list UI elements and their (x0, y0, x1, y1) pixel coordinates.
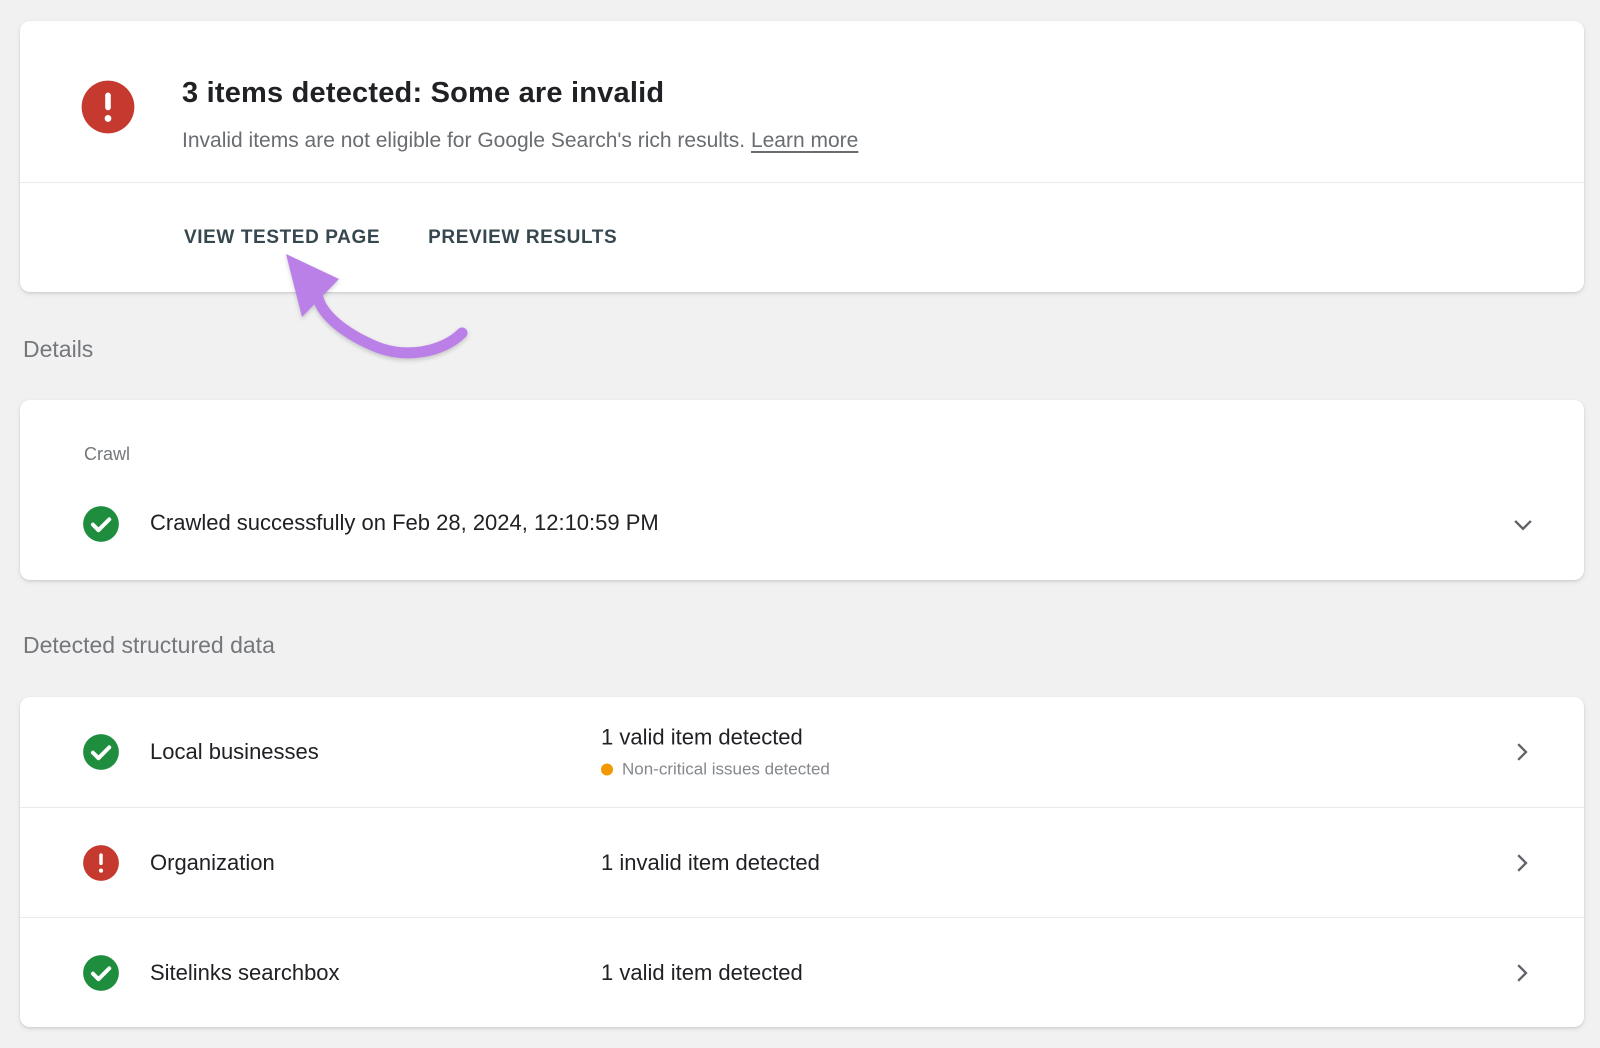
warning-dot-icon (601, 763, 613, 776)
alert-header: 3 items detected: Some are invalid Inval… (20, 21, 1584, 182)
alert-title: 3 items detected: Some are invalid (182, 77, 665, 109)
crawl-status-row[interactable]: Crawled successfully on Feb 28, 2024, 12… (20, 496, 1584, 552)
view-tested-page-button[interactable]: VIEW TESTED PAGE (182, 219, 382, 257)
row-name: Organization (150, 849, 275, 875)
alert-subtitle: Invalid items are not eligible for Googl… (182, 129, 858, 153)
success-check-icon (82, 505, 120, 543)
error-icon (80, 79, 136, 135)
card-divider (20, 182, 1584, 183)
success-check-icon (82, 733, 120, 771)
structured-data-heading: Detected structured data (23, 632, 275, 658)
alert-card: 3 items detected: Some are invalid Inval… (20, 21, 1584, 292)
error-icon (82, 844, 120, 882)
crawl-status-text: Crawled successfully on Feb 28, 2024, 12… (150, 510, 659, 535)
success-check-icon (82, 954, 120, 992)
crawl-label: Crawl (84, 444, 131, 464)
row-value: 1 valid item detected Non-critical issue… (601, 725, 830, 780)
row-value: 1 invalid item detected (601, 850, 820, 876)
alert-subtitle-text: Invalid items are not eligible for Googl… (182, 129, 746, 152)
alert-actions: VIEW TESTED PAGE PREVIEW RESULTS (182, 183, 619, 292)
row-name: Local businesses (150, 739, 319, 764)
row-result: 1 valid item detected (601, 724, 803, 750)
row-note: Non-critical issues detected (601, 760, 830, 780)
structured-data-row-sitelinks-searchbox[interactable]: Sitelinks searchbox 1 valid item detecte… (20, 917, 1584, 1027)
structured-data-row-local-businesses[interactable]: Local businesses 1 valid item detected N… (20, 697, 1584, 807)
row-result: 1 invalid item detected (601, 849, 820, 875)
structured-data-card: Local businesses 1 valid item detected N… (20, 697, 1584, 1027)
row-note-text: Non-critical issues detected (622, 759, 830, 779)
chevron-right-icon (1510, 851, 1534, 875)
crawl-card: Crawl Crawled successfully on Feb 28, 20… (20, 400, 1584, 580)
row-value: 1 valid item detected (601, 960, 803, 986)
preview-results-button[interactable]: PREVIEW RESULTS (426, 219, 619, 257)
chevron-down-icon[interactable] (1510, 512, 1536, 538)
learn-more-link[interactable]: Learn more (750, 129, 859, 152)
chevron-right-icon (1510, 740, 1534, 764)
row-name: Sitelinks searchbox (150, 959, 340, 985)
details-heading: Details (23, 336, 94, 362)
row-result: 1 valid item detected (601, 959, 803, 985)
chevron-right-icon (1510, 961, 1534, 985)
structured-data-row-organization[interactable]: Organization 1 invalid item detected (20, 807, 1584, 917)
